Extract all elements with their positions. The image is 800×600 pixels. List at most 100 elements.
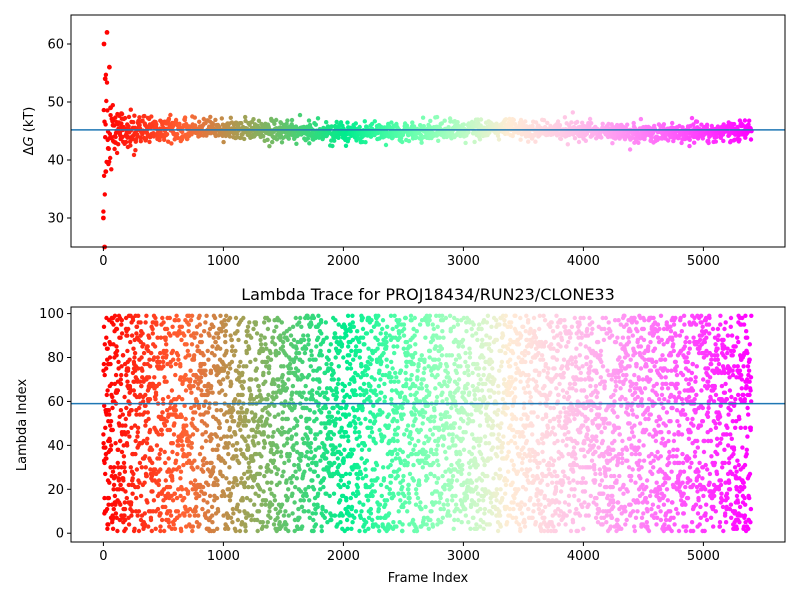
lambda-trace-point	[228, 491, 233, 496]
lambda-trace-point	[308, 445, 313, 450]
lambda-trace-point	[248, 498, 253, 503]
lambda-trace-point	[163, 478, 168, 483]
lambda-trace-point	[413, 342, 418, 347]
lambda-trace-point	[290, 324, 296, 329]
lambda-trace-point	[246, 346, 252, 351]
lambda-trace-point	[227, 425, 233, 430]
lambda-trace-point	[326, 348, 332, 354]
lambda-trace-point	[352, 388, 358, 393]
lambda-trace-point	[238, 427, 243, 433]
lambda-trace-point	[470, 370, 475, 376]
lambda-trace-point	[356, 443, 361, 448]
lambda-trace-point	[413, 487, 419, 492]
lambda-trace-point	[127, 434, 132, 439]
lambda-trace-point	[421, 370, 426, 376]
lambda-trace-point	[447, 414, 452, 419]
lambda-trace-point	[113, 511, 119, 516]
lambda-trace-point	[364, 458, 370, 463]
lambda-trace-point	[377, 368, 382, 373]
lambda-trace-point	[332, 331, 338, 336]
lambda-trace-point	[401, 326, 407, 332]
delta-g-x-tick-label: 2000	[327, 254, 360, 269]
lambda-trace-point	[272, 342, 278, 347]
lambda-trace-point	[414, 528, 420, 534]
delta-g-x-tick-label: 1000	[207, 254, 240, 269]
lambda-trace-point	[381, 476, 387, 481]
lambda-trace-point	[467, 346, 472, 351]
lambda-trace-point	[356, 430, 362, 435]
lambda-trace-point	[259, 454, 264, 459]
delta-g-point	[329, 124, 334, 129]
lambda-trace-point	[443, 449, 448, 455]
lambda-trace-point	[400, 528, 405, 534]
lambda-trace-point	[122, 513, 127, 518]
lambda-trace-point	[411, 478, 416, 483]
lambda-trace-point	[301, 333, 306, 338]
lambda-trace-point	[255, 528, 260, 534]
lambda-trace-point	[439, 346, 444, 351]
lambda-trace-point	[125, 430, 131, 435]
lambda-trace-point	[210, 390, 215, 395]
lambda-trace-point	[349, 451, 355, 457]
delta-g-point	[369, 121, 375, 127]
lambda-trace-point	[412, 443, 418, 448]
lambda-trace-point	[215, 509, 221, 514]
lambda-trace-point	[316, 313, 321, 318]
lambda-trace-point	[281, 339, 286, 345]
lambda-trace-point	[114, 353, 119, 358]
lambda-trace-point	[122, 465, 127, 470]
lambda-trace-point	[147, 397, 153, 402]
lambda-trace-point	[222, 318, 227, 323]
lambda-trace-point	[359, 364, 364, 369]
delta-g-point	[338, 120, 344, 125]
lambda-trace-point	[229, 359, 235, 365]
lambda-trace-point	[440, 443, 446, 448]
lambda-trace-point	[188, 318, 194, 323]
lambda-trace-point	[357, 348, 363, 354]
lambda-trace-point	[228, 434, 234, 439]
lambda-trace-point	[447, 513, 452, 518]
lambda-trace-point	[459, 520, 464, 525]
lambda-trace-point	[438, 495, 443, 501]
lambda-trace-point	[306, 456, 312, 461]
lambda-trace-point	[297, 515, 302, 520]
lambda-trace-point	[172, 421, 177, 426]
delta-g-point	[113, 134, 118, 140]
lambda-trace-point	[102, 460, 107, 466]
lambda-trace-point	[353, 421, 358, 426]
lambda-trace-point	[463, 430, 468, 435]
lambda-trace-point	[158, 528, 163, 534]
lambda-trace-point	[183, 416, 188, 422]
lambda-trace-point	[221, 377, 226, 382]
lambda-trace-point	[341, 434, 347, 439]
lambda-trace-point	[300, 524, 305, 529]
lambda-trace-point	[303, 383, 308, 389]
lambda-trace-point	[386, 412, 391, 417]
lambda-trace-point	[392, 379, 397, 384]
lambda-trace-point	[188, 377, 193, 382]
lambda-trace-point	[289, 434, 295, 439]
lambda-trace-point	[349, 348, 354, 354]
delta-g-point	[251, 117, 256, 122]
lambda-trace-point	[201, 469, 206, 474]
lambda-trace-point	[124, 372, 129, 378]
lambda-trace-point	[406, 482, 411, 488]
lambda-trace-point	[401, 504, 406, 510]
lambda-trace-point	[294, 441, 299, 446]
lambda-trace-point	[219, 329, 224, 334]
lambda-trace-point	[453, 443, 458, 448]
lambda-trace-point	[476, 498, 482, 503]
lambda-trace-point	[194, 331, 199, 336]
lambda-trace-point	[253, 412, 258, 417]
lambda-trace-point	[457, 355, 462, 360]
lambda-trace-point	[153, 392, 159, 398]
lambda-trace-point	[461, 447, 467, 452]
lambda-trace-point	[236, 337, 241, 343]
lambda-trace-point	[196, 405, 202, 411]
lambda-trace-point	[373, 441, 378, 446]
lambda-trace-point	[175, 353, 181, 358]
lambda-trace-point	[461, 390, 467, 395]
lambda-trace-point	[226, 441, 231, 446]
lambda-trace-point	[244, 350, 249, 356]
lambda-trace-point	[143, 423, 148, 428]
